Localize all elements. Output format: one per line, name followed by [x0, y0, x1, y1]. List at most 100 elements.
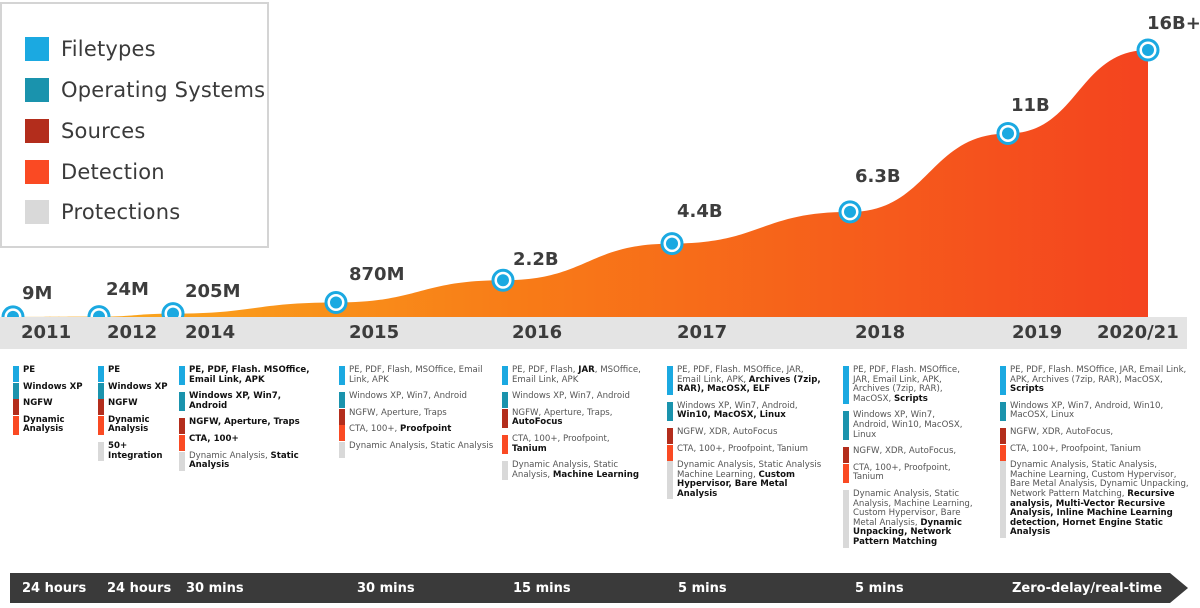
feature-text-segment: Windows XP	[23, 381, 83, 392]
feature-row-sources: NGFW, XDR, AutoFocus,	[843, 446, 973, 464]
feature-text: Dynamic Analysis, Static Analysis, Machi…	[1010, 460, 1195, 538]
feature-text: NGFW, XDR, AutoFocus,	[1010, 427, 1113, 438]
year-label-2012: 2012	[107, 322, 158, 343]
feature-text-segment: Tanium	[512, 443, 547, 454]
feature-text: Dynamic Analysis, Static Analysis Machin…	[677, 460, 822, 499]
category-marker	[179, 434, 185, 451]
category-marker	[339, 441, 345, 458]
feature-text-segment: Dynamic Analysis, Static Analysis	[349, 440, 494, 451]
category-marker	[339, 425, 345, 442]
legend-swatch-filetypes	[25, 37, 49, 61]
feature-row-operating-systems: Windows XP, Win7, Android	[502, 391, 642, 409]
feature-text-segment: Scripts	[1010, 384, 1044, 395]
category-marker	[179, 451, 185, 471]
feature-text-segment: PE, PDF, Flash. MSOffice, JAR, Email Lin…	[1010, 365, 1187, 385]
speed-label-2014: 30 mins	[186, 581, 244, 596]
feature-text-segment: Windows XP, Win7, Android	[512, 391, 630, 402]
feature-text: CTA, 100+, Proofpoint, Tanium	[853, 463, 973, 483]
speed-label-2012: 24 hours	[107, 581, 172, 596]
speed-label-2019-2021: Zero-delay/real-time	[1012, 581, 1163, 596]
feature-row-filetypes: PE, PDF, Flash. MSOffice, JAR, Email Lin…	[1000, 365, 1195, 395]
feature-text-segment: Dynamic Analysis, Static Analysis,	[512, 460, 619, 480]
value-label-2014: 205M	[185, 281, 241, 302]
category-marker	[13, 382, 19, 399]
data-point-2019	[996, 121, 1020, 145]
feature-text-segment: Dynamic Analysis,	[189, 450, 271, 461]
legend-swatch-protections	[25, 200, 49, 224]
legend-item-sources: Sources	[25, 116, 145, 146]
category-marker	[667, 366, 673, 395]
speed-label-2011: 24 hours	[22, 581, 87, 596]
feature-row-operating-systems: Windows XP, Win7, Android, Win10, MacOSX…	[843, 411, 973, 441]
category-marker	[98, 441, 104, 461]
category-marker	[843, 411, 849, 441]
feature-text-segment: NGFW, Aperture, Traps	[189, 417, 300, 428]
feature-text-segment: PE, PDF, Flash. MSOffice, JAR, Email Lin…	[853, 365, 960, 404]
feature-text-segment: Dynamic Unpacking, Network Pattern Match…	[853, 517, 962, 547]
year-label-2016: 2016	[512, 322, 563, 343]
feature-row-sources: NGFW, XDR, AutoFocus,	[1000, 427, 1195, 444]
value-label-2011: 9M	[22, 283, 53, 304]
features-column-2014: PE, PDF, Flash. MSOffice, Email Link, AP…	[179, 365, 314, 478]
category-marker	[13, 366, 19, 382]
feature-text: Windows XP	[108, 381, 168, 393]
detection-volume-area	[13, 50, 1148, 317]
feature-row-detection: Dynamic Analysis	[13, 415, 91, 435]
feature-row-operating-systems: Windows XP, Win7, Android, Win10, MacOSX…	[667, 401, 822, 421]
category-marker	[843, 366, 849, 404]
category-marker	[502, 461, 508, 481]
feature-row-sources: NGFW, Aperture, Traps	[179, 418, 314, 435]
feature-text-segment: NGFW, Aperture, Traps,	[512, 407, 613, 418]
category-marker	[339, 392, 345, 409]
legend-label: Filetypes	[61, 37, 156, 61]
feature-text: NGFW, Aperture, Traps	[349, 408, 447, 419]
feature-text: NGFW	[23, 398, 53, 409]
category-marker	[843, 463, 849, 483]
legend: Filetypes Operating Systems Sources Dete…	[0, 2, 269, 248]
feature-text-segment: Proofpoint	[400, 424, 452, 435]
category-marker	[1000, 427, 1006, 444]
features-column-2011: PE Windows XP NGFW Dynamic Analysis	[13, 365, 91, 442]
feature-row-protections: Dynamic Analysis, Static Analysis	[339, 440, 494, 458]
legend-label: Sources	[61, 119, 146, 143]
feature-row-operating-systems: Windows XP, Win7, Android	[339, 391, 494, 409]
feature-text-segment: NGFW	[23, 398, 53, 409]
category-marker	[1000, 461, 1006, 539]
category-marker	[1000, 444, 1006, 461]
category-marker	[502, 408, 508, 428]
category-marker	[98, 415, 104, 435]
feature-text-segment: Custom Hypervisor, Bare Metal Analysis	[677, 469, 795, 499]
data-point-2015	[324, 290, 348, 314]
feature-row-detection: CTA, 100+, Proofpoint, Tanium	[843, 463, 973, 483]
feature-row-filetypes: PE, PDF, Flash, JAR, MSOffice, Email Lin…	[502, 365, 642, 385]
feature-text-segment: Windows XP	[108, 381, 168, 392]
category-marker	[667, 427, 673, 444]
year-label-2019: 2019	[1012, 322, 1063, 343]
feature-text-segment: Archives (7zip, RAR), MacOSX, ELF	[677, 374, 821, 395]
feature-text-segment: CTA, 100+, Proofpoint,	[512, 433, 610, 444]
feature-text-segment: CTA, 100+	[189, 433, 239, 444]
feature-row-sources: NGFW	[98, 398, 180, 416]
category-marker	[339, 366, 345, 385]
legend-swatch-operating-systems	[25, 78, 49, 102]
feature-row-protections: Dynamic Analysis, Static Analysis, Machi…	[502, 460, 642, 481]
feature-text-segment: Win10, MacOSX, Linux	[677, 410, 786, 421]
feature-row-protections: Dynamic Analysis, Static Analysis	[179, 450, 314, 471]
features-column-2015: PE, PDF, Flash, MSOffice, Email Link, AP…	[339, 365, 494, 459]
category-marker	[179, 366, 185, 385]
category-marker	[502, 366, 508, 385]
timeline-bar	[0, 317, 1187, 349]
feature-text: CTA, 100+, Proofpoint, Tanium	[1010, 444, 1141, 455]
speed-label-2017: 5 mins	[678, 581, 727, 596]
feature-row-sources: NGFW, XDR, AutoFocus	[667, 426, 822, 444]
value-label-2018: 6.3B	[855, 166, 901, 187]
feature-text-segment: NGFW	[108, 398, 138, 409]
feature-text: NGFW, Aperture, Traps	[189, 418, 300, 428]
feature-text-segment: Windows XP, Win7, Android	[189, 391, 282, 411]
feature-row-filetypes: PE	[98, 365, 180, 382]
feature-text-segment: PE	[108, 365, 121, 375]
category-marker	[667, 461, 673, 500]
feature-text: PE	[108, 365, 121, 376]
feature-text-segment: NGFW, XDR, AutoFocus	[677, 426, 778, 437]
feature-text: NGFW, XDR, AutoFocus,	[853, 446, 956, 457]
